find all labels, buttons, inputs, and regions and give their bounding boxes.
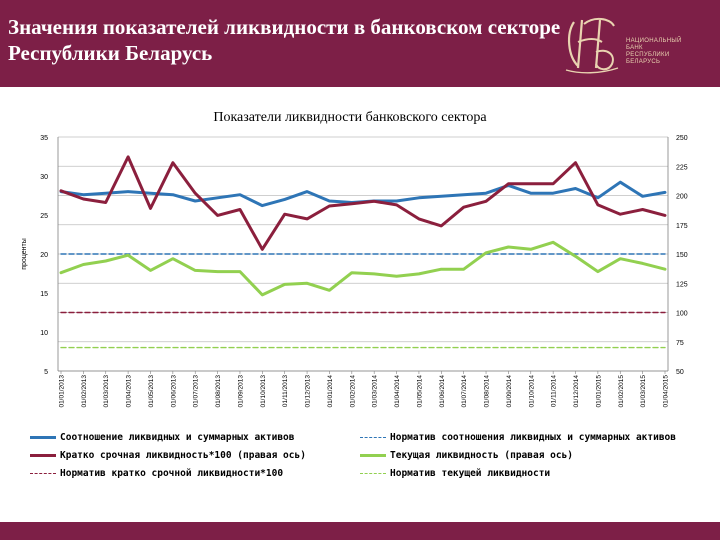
y-left-tick-label: 25: [40, 213, 48, 220]
legend-label: Кратко срочная ликвидность*100 (правая о…: [60, 449, 306, 461]
x-tick-label: 01/03/2015: [640, 375, 647, 408]
x-tick-label: 01/06/2013: [170, 375, 177, 408]
y-right-tick-label: 50: [676, 369, 684, 376]
x-tick-label: 01/06/2014: [439, 375, 446, 408]
y-right-tick-label: 250: [676, 135, 688, 142]
x-tick-label: 01/05/2014: [416, 375, 423, 408]
x-tick-label: 01/02/2013: [81, 375, 88, 408]
series-line: [59, 155, 667, 251]
legend-label: Норматив соотношения ликвидных и суммарн…: [390, 431, 676, 443]
y-left-tick-label: 20: [40, 252, 48, 259]
x-tick-label: 01/08/2013: [215, 375, 222, 408]
logo-line: БЕЛАРУСЬ: [626, 59, 661, 65]
liquidity-chart: 5 10 15 20 25 30 35 50 75 100 125 150 175 200 225 250 пр…: [21, 135, 688, 408]
legend-item: Норматив текущей ликвидности: [360, 466, 550, 480]
legend-label: Норматив текущей ликвидности: [390, 467, 551, 479]
y-left-axis-label: проценты: [21, 238, 28, 270]
legend-item: Кратко срочная ликвидность*100 (правая о…: [30, 448, 306, 462]
x-tick-label: 01/07/2013: [193, 375, 200, 408]
x-tick-label: 01/04/2014: [394, 375, 401, 408]
y-right-tick-label: 150: [676, 252, 688, 259]
legend-item: Норматив кратко срочной ликвидности*100: [30, 466, 283, 480]
legend-item: Соотношение ликвидных и суммарных активо…: [30, 430, 295, 444]
x-tick-label: 01/07/2014: [461, 375, 468, 408]
x-tick-label: 01/03/2014: [372, 375, 379, 408]
series-line: [59, 240, 667, 297]
x-tick-label: 01/02/2014: [349, 375, 356, 408]
x-tick-label: 01/11/2014: [551, 375, 558, 407]
logo-line: РЕСПУБЛИКИ: [626, 52, 670, 58]
x-tick-label: 01/03/2013: [103, 375, 110, 408]
legend-swatch: [30, 453, 56, 457]
legend-swatch: [360, 453, 386, 457]
legend-label: Норматив кратко срочной ликвидности*100: [60, 467, 284, 479]
x-tick-label: 01/01/2014: [327, 375, 334, 408]
x-tick-label: 01/10/2014: [528, 375, 535, 408]
chart-title: Показатели ликвидности банковского секто…: [213, 110, 487, 125]
legend-swatch: [360, 472, 386, 474]
legend-label: Текущая ликвидность (правая ось): [390, 449, 574, 461]
x-tick-label: 01/11/2013: [282, 375, 289, 407]
legend-swatch: [30, 472, 56, 474]
x-tick-label: 01/01/2015: [595, 375, 602, 408]
x-tick-label: 01/08/2014: [484, 375, 491, 408]
y-left-tick-label: 5: [44, 369, 48, 376]
x-tick-label: 01/09/2013: [237, 375, 244, 408]
legend-item: Текущая ликвидность (правая ось): [360, 448, 573, 462]
legend-swatch: [30, 435, 56, 439]
legend-label: Соотношение ликвидных и суммарных активо…: [60, 431, 295, 443]
x-tick-label: 01/05/2013: [148, 375, 155, 408]
x-tick-label: 01/12/2014: [573, 375, 580, 408]
y-right-tick-label: 225: [676, 164, 688, 171]
y-right-tick-label: 175: [676, 223, 688, 230]
x-tick-label: 01/04/2013: [126, 375, 133, 408]
y-left-tick-label: 30: [40, 174, 48, 181]
y-right-tick-label: 125: [676, 281, 688, 288]
y-right-tick-label: 200: [676, 194, 688, 201]
y-left-tick-label: 10: [40, 330, 48, 337]
x-tick-label: 01/04/2015: [663, 375, 670, 408]
x-tick-label: 01/10/2013: [260, 375, 267, 408]
logo-line: НАЦИОНАЛЬНЫЙ: [626, 38, 682, 44]
legend-swatch: [360, 436, 386, 438]
legend-item: Норматив соотношения ликвидных и суммарн…: [360, 430, 676, 444]
x-tick-label: 01/12/2013: [305, 375, 312, 408]
y-left-tick-label: 35: [40, 135, 48, 142]
national-bank-logo-icon: [565, 18, 619, 74]
x-tick-label: 01/02/2015: [618, 375, 625, 408]
x-tick-label: 01/01/2013: [59, 375, 66, 408]
logo-caption: НАЦИОНАЛЬНЫЙ БАНК РЕСПУБЛИКИ БЕЛАРУСЬ: [626, 38, 716, 66]
header-banner: Значения показателей ликвидности в банко…: [0, 0, 720, 87]
footer-bar: [0, 522, 720, 540]
y-left-tick-label: 15: [40, 291, 48, 298]
x-tick-label: 01/09/2014: [506, 375, 513, 408]
y-right-tick-label: 100: [676, 311, 688, 318]
logo-line: БАНК: [626, 45, 643, 51]
y-right-tick-label: 75: [676, 340, 684, 347]
page-title: Значения показателей ликвидности в банко…: [8, 15, 561, 65]
